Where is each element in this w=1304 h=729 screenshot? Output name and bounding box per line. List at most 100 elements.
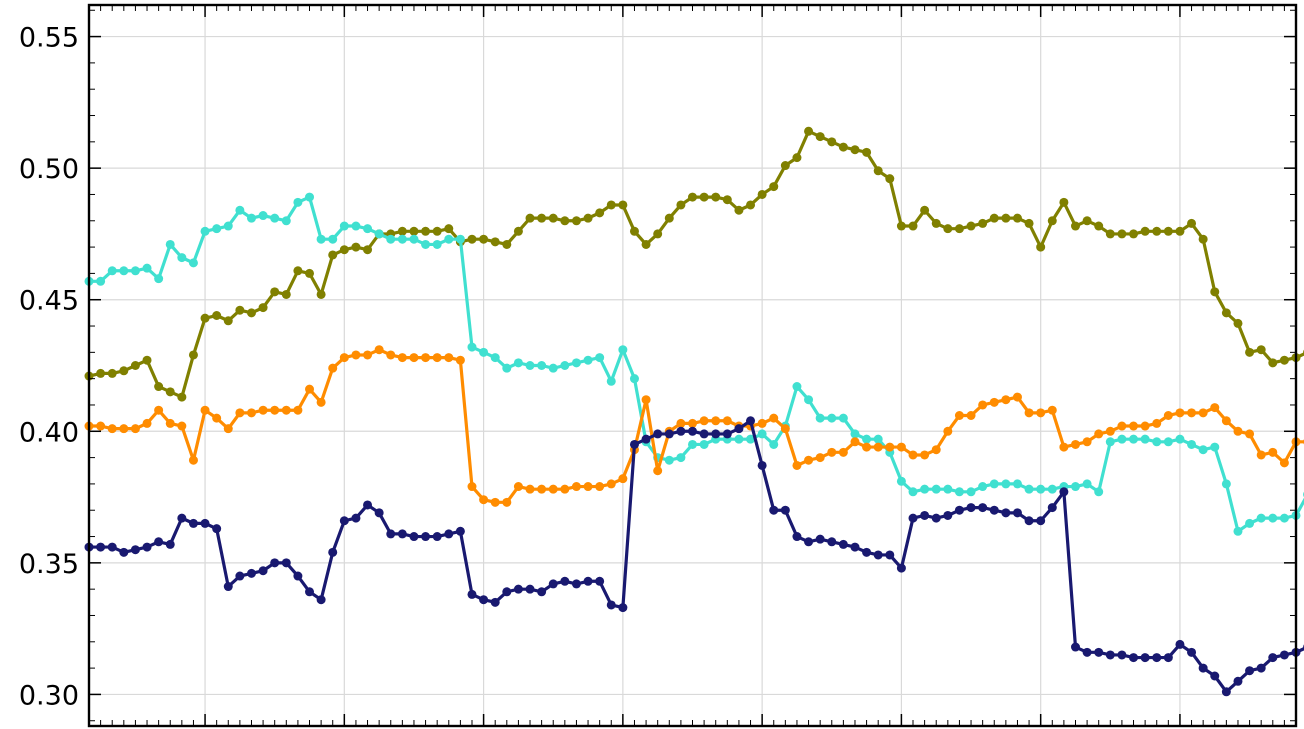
data-point xyxy=(688,426,697,436)
data-point xyxy=(769,439,779,449)
data-point xyxy=(618,474,628,484)
data-point xyxy=(896,476,906,486)
data-point xyxy=(746,200,756,210)
data-point xyxy=(583,576,593,586)
data-point xyxy=(1036,408,1046,418)
data-point xyxy=(432,226,442,236)
data-point xyxy=(606,600,616,610)
data-point xyxy=(1175,226,1185,236)
data-point xyxy=(1198,445,1208,455)
data-point xyxy=(1047,216,1057,226)
data-point xyxy=(618,200,628,210)
series-2 xyxy=(84,192,1304,536)
data-point xyxy=(455,234,465,244)
data-point xyxy=(119,366,129,376)
data-point xyxy=(479,234,489,244)
data-point xyxy=(1187,439,1197,449)
data-point xyxy=(1256,513,1266,523)
data-point xyxy=(490,237,500,247)
data-point xyxy=(989,505,999,515)
data-point xyxy=(653,429,663,439)
data-point xyxy=(363,224,373,234)
data-point xyxy=(989,479,999,489)
data-point xyxy=(606,200,616,210)
data-point xyxy=(583,213,593,223)
data-point xyxy=(1256,450,1266,460)
data-point xyxy=(246,213,256,223)
data-point xyxy=(746,416,756,426)
data-point xyxy=(386,529,396,539)
data-point xyxy=(154,382,164,392)
data-point xyxy=(734,434,744,444)
data-point xyxy=(130,361,140,370)
data-point xyxy=(838,142,848,152)
data-point xyxy=(734,205,744,215)
data-point xyxy=(223,582,233,592)
data-point xyxy=(954,224,964,234)
data-point xyxy=(455,355,465,365)
data-point xyxy=(212,524,222,534)
data-point xyxy=(1140,226,1150,236)
data-point xyxy=(246,308,256,318)
data-point xyxy=(513,226,523,236)
data-point xyxy=(560,576,570,586)
data-point xyxy=(1047,503,1057,513)
data-point xyxy=(595,482,605,492)
data-point xyxy=(804,395,814,405)
data-point xyxy=(885,174,895,184)
data-point xyxy=(421,353,431,363)
data-point xyxy=(769,413,779,423)
data-point xyxy=(339,353,349,363)
data-point xyxy=(339,221,349,231)
data-point xyxy=(339,516,349,526)
data-point xyxy=(1221,687,1231,697)
data-point xyxy=(96,276,106,286)
data-point xyxy=(1233,676,1243,686)
data-point xyxy=(722,416,732,426)
data-point xyxy=(1268,513,1278,523)
data-point xyxy=(316,289,326,299)
data-point xyxy=(1047,405,1057,415)
data-point xyxy=(96,368,106,378)
data-point xyxy=(1059,487,1069,497)
data-point xyxy=(409,226,419,236)
data-point xyxy=(293,405,303,415)
data-point xyxy=(1187,408,1197,418)
data-point xyxy=(1036,516,1046,526)
data-point xyxy=(351,350,361,360)
data-point xyxy=(1210,287,1220,297)
data-point xyxy=(931,445,941,455)
data-point xyxy=(850,542,860,552)
data-point xyxy=(1024,484,1034,494)
data-point xyxy=(989,397,999,407)
data-point xyxy=(525,584,535,594)
data-point xyxy=(850,145,860,155)
data-point xyxy=(212,413,222,423)
data-point xyxy=(1256,663,1266,673)
data-point xyxy=(397,226,407,236)
data-point xyxy=(908,487,918,497)
data-point xyxy=(1279,355,1289,365)
data-point xyxy=(896,563,906,573)
data-point xyxy=(1117,421,1127,431)
data-point xyxy=(177,421,187,431)
data-point xyxy=(966,503,976,513)
data-point xyxy=(96,542,106,552)
data-point xyxy=(931,513,941,523)
data-point xyxy=(305,587,315,597)
y-tick-label: 0.35 xyxy=(19,549,79,580)
data-point xyxy=(873,434,883,444)
data-point xyxy=(177,513,187,523)
data-point xyxy=(1012,508,1022,518)
data-point xyxy=(688,418,697,428)
data-point xyxy=(246,408,256,418)
data-point xyxy=(1221,416,1231,426)
data-point xyxy=(571,358,581,368)
data-point xyxy=(1221,308,1231,318)
data-point xyxy=(142,355,152,365)
data-point xyxy=(444,529,454,539)
data-point xyxy=(769,182,779,192)
data-point xyxy=(943,224,953,234)
data-point xyxy=(305,268,315,278)
data-point xyxy=(1105,426,1115,436)
